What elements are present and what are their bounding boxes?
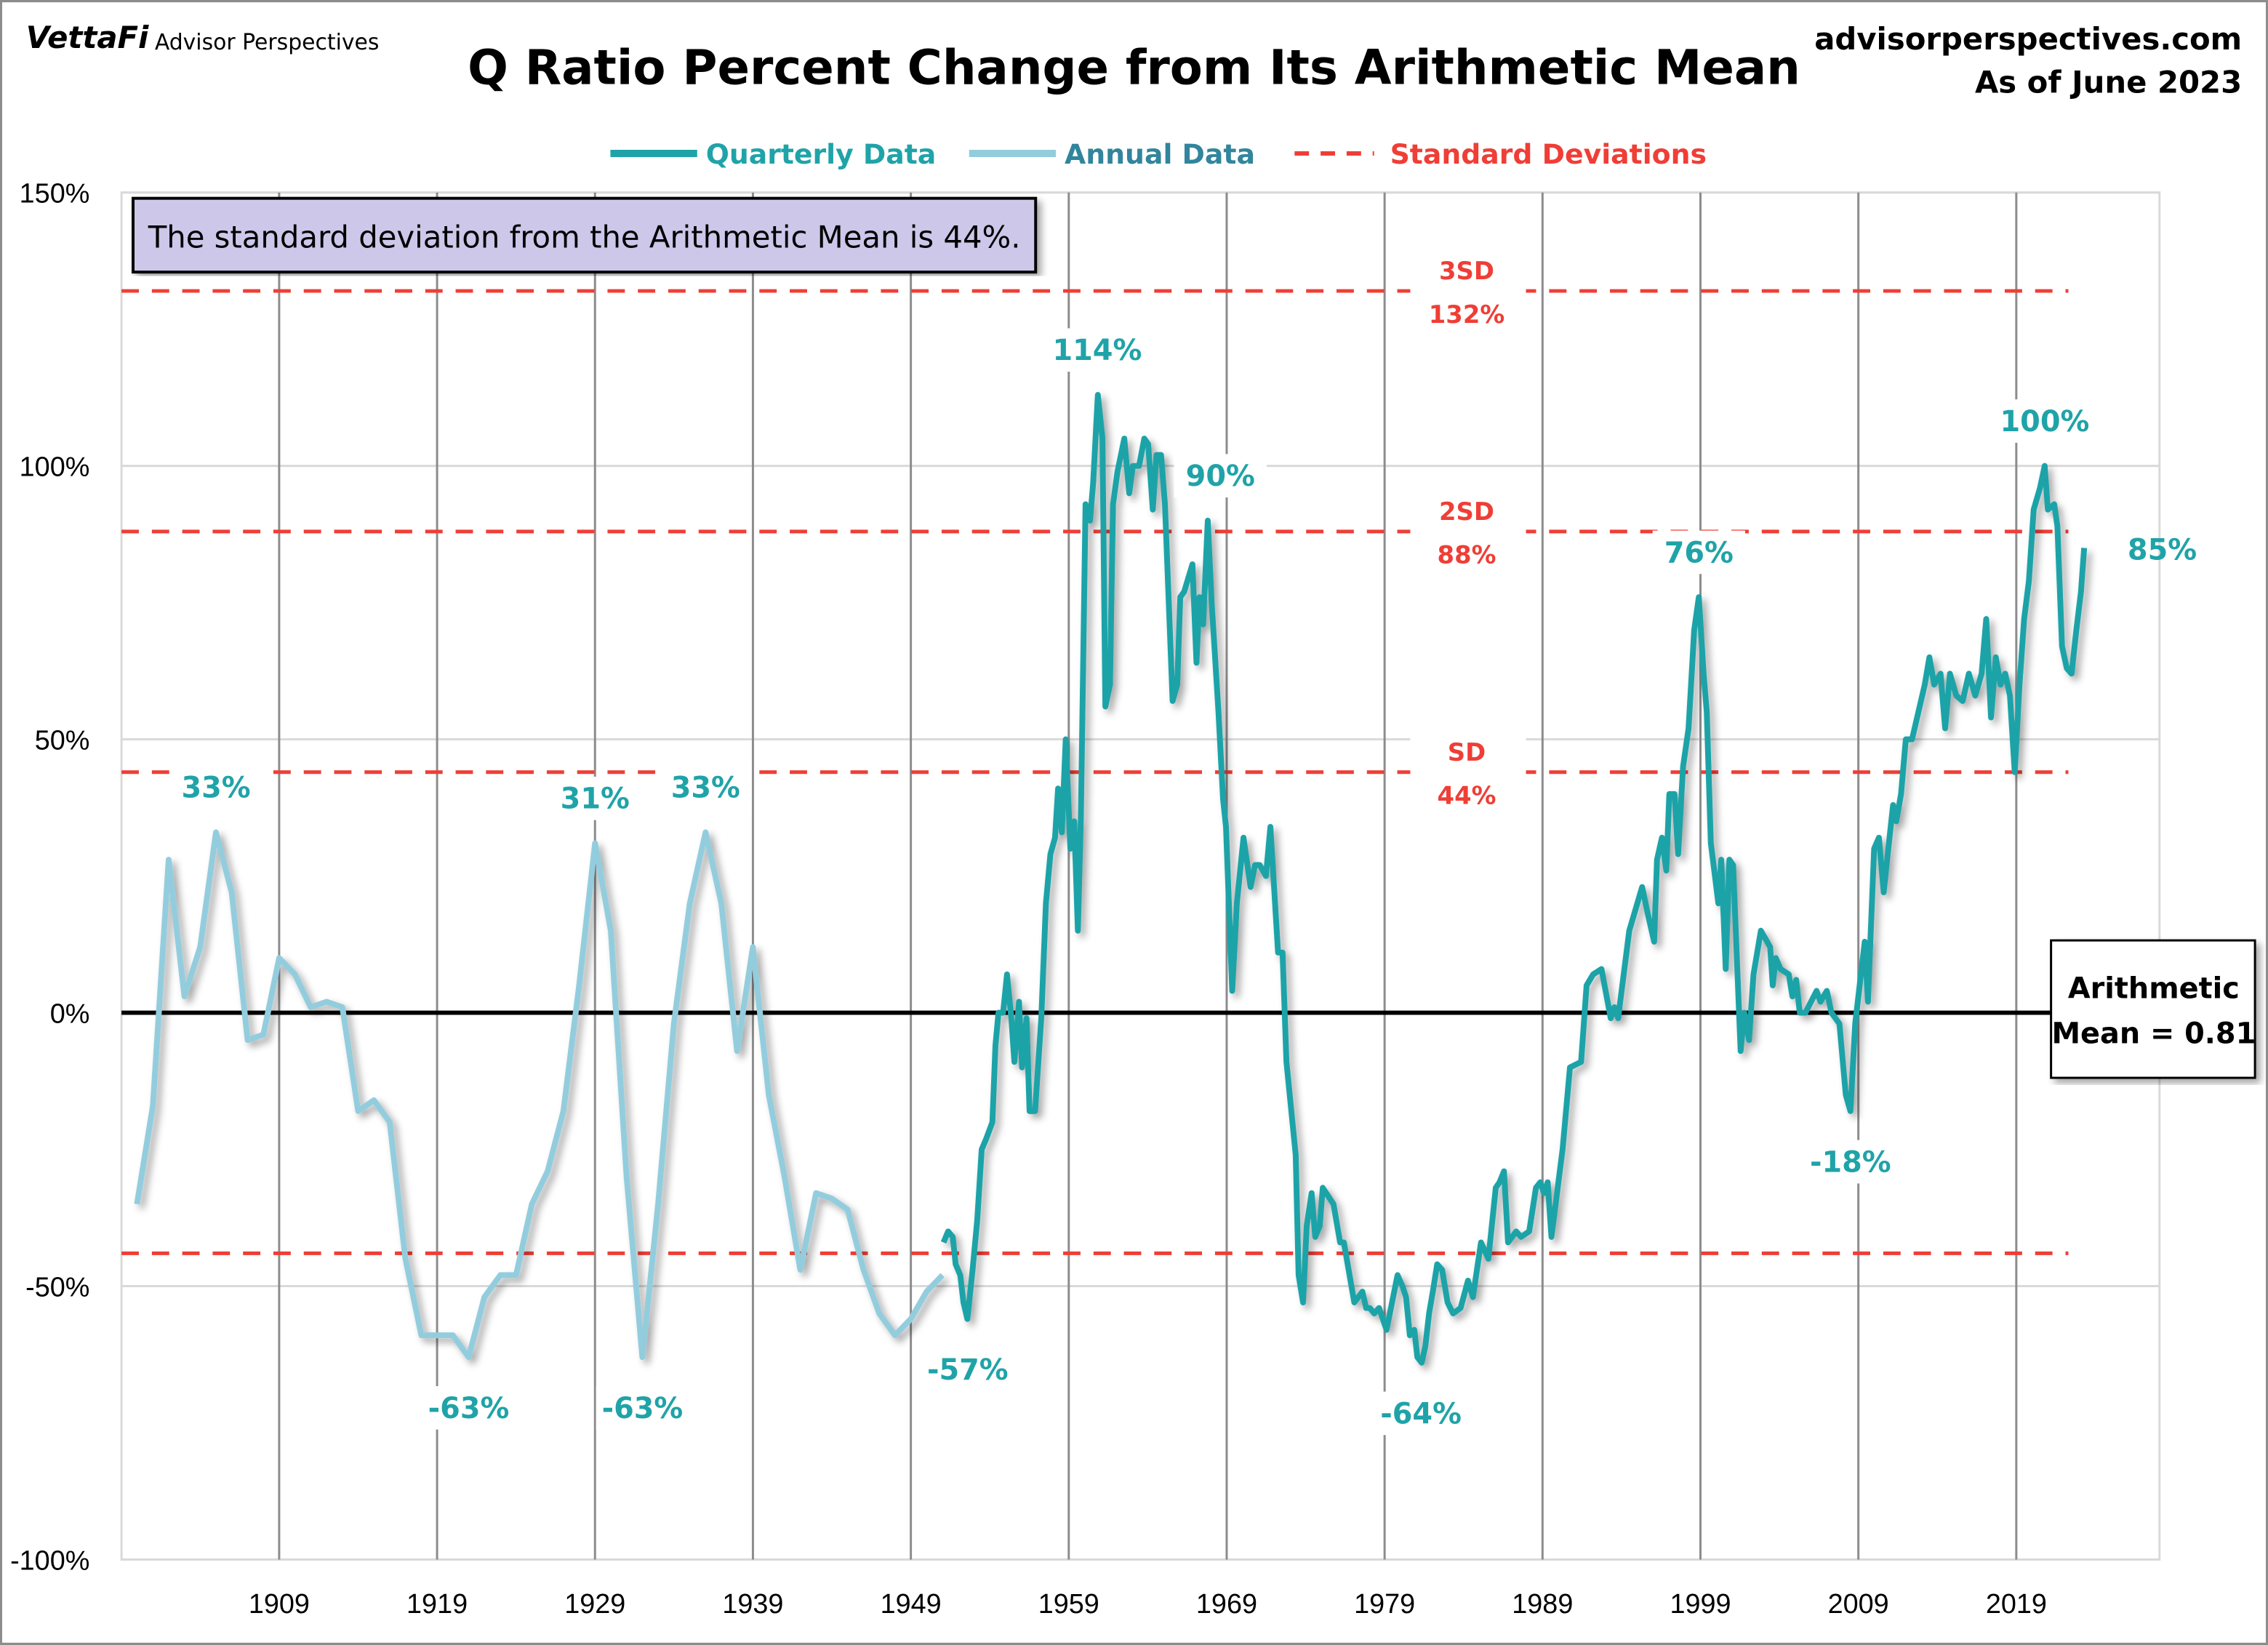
legend-sd-label: Standard Deviations (1390, 138, 1707, 170)
sd-label-bg (1410, 256, 1526, 335)
x-tick-label: 1929 (564, 1589, 625, 1620)
series (134, 392, 2088, 1366)
y-tick-label: 0% (50, 998, 90, 1029)
annotation-label: -63% (428, 1392, 510, 1425)
annotations: 33% 31% 33% -63% -63% -57% 114% 90% -64% 76% -18% 1… (169, 328, 2197, 1436)
sd-label-bg (1410, 737, 1526, 816)
as-of-date: As of June 2023 (1975, 64, 2242, 100)
site-url: advisorperspectives.com (1814, 21, 2242, 57)
x-tick-label: 2009 (1828, 1589, 1889, 1620)
x-tick-label: 1959 (1038, 1589, 1099, 1620)
annotation-label: 85% (2128, 533, 2197, 567)
y-tick-label: 150% (20, 179, 90, 209)
brand-subtitle: Advisor Perspectives (155, 30, 380, 55)
annual-data-line (134, 829, 945, 1361)
x-tick-label: 2019 (1986, 1589, 2047, 1620)
quarterly-data-line (940, 392, 2088, 1366)
x-tick-label: 1979 (1354, 1589, 1415, 1620)
x-tick-label: 1989 (1512, 1589, 1573, 1620)
annotation-label: 114% (1052, 334, 1142, 367)
note-text: The standard deviation from the Arithmet… (148, 219, 1021, 255)
annotation-bg (422, 1386, 516, 1430)
y-tick-label: 50% (35, 726, 90, 756)
y-tick-label: -50% (25, 1272, 89, 1302)
sd-label-name: 2SD (1439, 497, 1494, 526)
y-tick-label: 100% (20, 452, 90, 483)
x-tick-label: 1939 (722, 1589, 783, 1620)
annotation-label: 33% (671, 772, 740, 805)
chart-title: Q Ratio Percent Change from Its Arithmet… (468, 41, 1800, 96)
annotation-bg (921, 1348, 1014, 1392)
annotation-bg (1998, 399, 2091, 443)
annotation-bg (596, 1386, 689, 1430)
annotation-bg (1174, 454, 1267, 498)
note-box: The standard deviation from the Arithmet… (132, 196, 1038, 274)
x-tick-label: 1999 (1670, 1589, 1731, 1620)
annotation-bg (169, 765, 263, 809)
mean-box: Arithmetic Mean = 0.81 (2050, 939, 2256, 1079)
annotation-label: 76% (1664, 536, 1734, 569)
sd-label-value: 132% (1429, 300, 1504, 329)
mean-box-line2: Mean = 0.81 (2051, 1017, 2256, 1050)
x-axis-ticks: 1909 1919 1929 1939 1949 1959 1969 1979 1989 1999… (249, 1589, 2047, 1620)
y-tick-label: -100% (10, 1545, 89, 1576)
mean-box-line1: Arithmetic (2068, 972, 2240, 1006)
annotation-bg (548, 776, 641, 820)
x-tick-label: 1969 (1196, 1589, 1257, 1620)
x-tick-label: 1949 (881, 1589, 942, 1620)
sd-lines: 3SD 132% 2SD 88% SD 44% (121, 256, 2069, 1255)
sd-label-value: 44% (1438, 781, 1496, 809)
annotation-label: 31% (561, 783, 630, 816)
legend: Quarterly Data Annual Data Standard Devi… (610, 138, 1707, 170)
annotation-label: 100% (2000, 405, 2090, 439)
sd-label-name: 3SD (1439, 257, 1494, 285)
legend-quarterly-label: Quarterly Data (706, 138, 937, 170)
legend-annual-label: Annual Data (1065, 138, 1255, 170)
y-axis-ticks: 150% 100% 50% 0% -50% -100% (10, 179, 89, 1577)
annotation-bg (659, 765, 752, 809)
annotation-label: -18% (1810, 1145, 1891, 1179)
sd-label-value: 88% (1438, 541, 1496, 569)
x-tick-label: 1909 (249, 1589, 310, 1620)
sd-label-name: SD (1448, 738, 1486, 767)
x-tick-label: 1919 (406, 1589, 468, 1620)
annotation-label: -63% (602, 1392, 684, 1425)
annotation-label: -64% (1380, 1397, 1462, 1430)
annotation-bg (1652, 530, 1745, 575)
brand-logo: VettaFi (26, 20, 149, 55)
annotation-bg (1051, 328, 1144, 372)
annotation-label: 33% (181, 772, 250, 805)
annotation-bg (1804, 1140, 1897, 1184)
annotation-bg (1374, 1391, 1467, 1436)
annotation-label: -57% (927, 1353, 1009, 1387)
annotation-label: 90% (1186, 460, 1255, 493)
sd-label-bg (1410, 497, 1526, 575)
